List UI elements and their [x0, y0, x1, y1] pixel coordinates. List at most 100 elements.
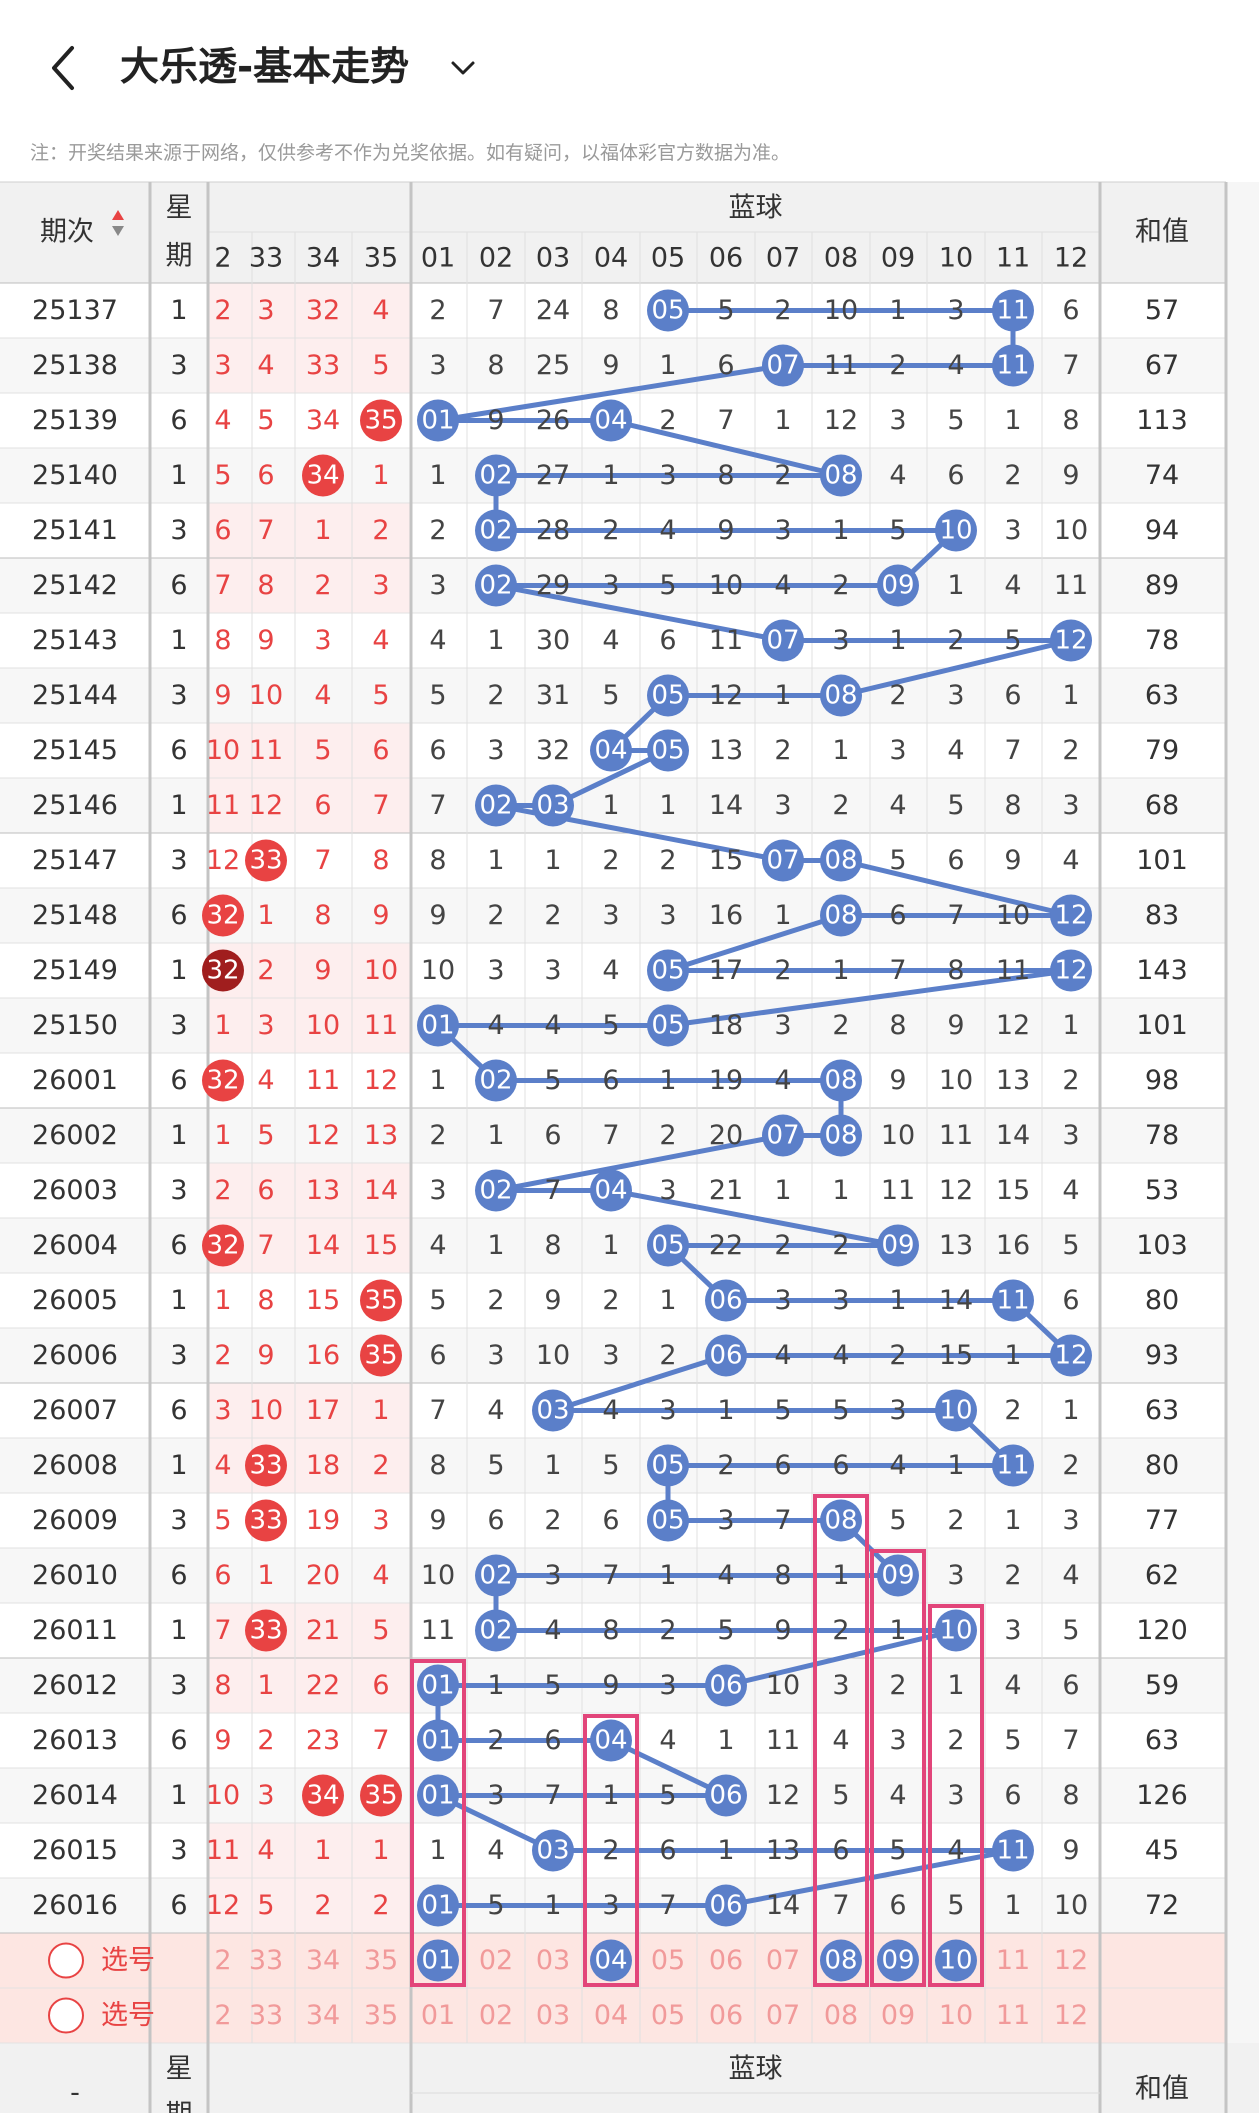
pick-radio[interactable] — [48, 1942, 84, 1979]
blue-miss-cell: 7 — [1062, 350, 1079, 381]
blue-miss-cell: 6 — [947, 460, 964, 491]
blue-miss-cell: 7 — [832, 1890, 849, 1921]
pick-blue-number: 04 — [594, 1946, 627, 1976]
red-miss-cell: 12 — [249, 790, 283, 821]
week-cell: 1 — [170, 1780, 187, 1811]
red-zone-band — [208, 723, 411, 778]
blue-miss-cell: 6 — [889, 900, 906, 931]
page-title[interactable]: 大乐透-基本走势 — [120, 45, 410, 90]
pick-red-option: 35 — [364, 1945, 398, 1976]
pick-red-option: 33 — [249, 1945, 283, 1976]
red-miss-cell: 7 — [372, 790, 389, 821]
sum-cell: 101 — [1136, 1010, 1188, 1041]
red-miss-cell: 13 — [306, 1175, 340, 1206]
blue-miss-cell: 2 — [947, 625, 964, 656]
grid-lines — [0, 181, 1226, 2044]
blue-miss-cell: 7 — [659, 1890, 676, 1921]
red-miss-cell: 10 — [364, 955, 398, 986]
blue-ball — [935, 509, 977, 552]
blue-ball-number: 08 — [824, 681, 857, 711]
chevron-left-icon[interactable] — [40, 38, 90, 98]
chevron-down-icon[interactable] — [448, 50, 478, 86]
red-ball-number: 33 — [249, 1506, 282, 1536]
blue-column-header: 07 — [766, 243, 800, 274]
pick-blue-selected[interactable] — [820, 1939, 862, 1982]
sort-up-icon[interactable] — [112, 210, 124, 220]
blue-ball — [647, 674, 689, 717]
issue-cell: 25142 — [32, 570, 118, 601]
week-cell: 3 — [170, 1505, 187, 1536]
blue-ball-number: 10 — [939, 1616, 972, 1646]
pick-blue-option: 06 — [709, 2000, 743, 2031]
blue-miss-cell: 8 — [889, 1010, 906, 1041]
blue-miss-cell: 1 — [659, 1065, 676, 1096]
week-cell: 3 — [170, 680, 187, 711]
red-ball — [245, 1444, 287, 1487]
blue-miss-cell: 7 — [429, 790, 446, 821]
red-column-header: 2 — [214, 243, 231, 274]
blue-ball-number: 11 — [996, 296, 1029, 326]
blue-miss-cell: 6 — [544, 1725, 561, 1756]
blue-miss-cell: 3 — [487, 955, 504, 986]
pick-radio[interactable] — [48, 1997, 84, 2034]
blue-miss-cell: 1 — [717, 1395, 734, 1426]
blue-ball-number: 05 — [651, 956, 684, 986]
red-miss-cell: 6 — [214, 515, 231, 546]
blue-ball-number: 03 — [536, 1396, 569, 1426]
red-miss-cell: 22 — [306, 1670, 340, 1701]
blue-miss-cell: 1 — [659, 1560, 676, 1591]
blue-ball-number: 06 — [709, 1671, 742, 1701]
blue-ball-number: 07 — [766, 626, 799, 656]
blue-miss-cell: 7 — [1004, 735, 1021, 766]
red-miss-cell: 5 — [257, 1120, 274, 1151]
blue-ball — [992, 289, 1034, 332]
blue-miss-cell: 3 — [429, 570, 446, 601]
pick-blue-selected[interactable] — [935, 1939, 977, 1982]
issue-cell: 26013 — [32, 1725, 118, 1756]
blue-miss-cell: 10 — [421, 955, 455, 986]
pick-blue-selected[interactable] — [877, 1939, 919, 1982]
blue-miss-cell: 6 — [544, 1120, 561, 1151]
pick-blue-selected[interactable] — [417, 1939, 459, 1982]
red-miss-cell: 4 — [257, 350, 274, 381]
blue-miss-cell: 3 — [487, 1780, 504, 1811]
red-ball-number: 35 — [364, 406, 397, 436]
blue-miss-cell: 3 — [889, 405, 906, 436]
blue-miss-cell: 5 — [889, 515, 906, 546]
blue-miss-cell: 2 — [889, 350, 906, 381]
issue-cell: 25146 — [32, 790, 118, 821]
blue-miss-cell: 3 — [602, 900, 619, 931]
blue-ball — [762, 619, 804, 662]
red-miss-cell: 4 — [257, 1065, 274, 1096]
red-miss-cell: 3 — [257, 1010, 274, 1041]
pick-label: 选号 — [101, 2000, 155, 2031]
issue-cell: 26010 — [32, 1560, 118, 1591]
red-zone-band — [208, 1658, 411, 1713]
blue-miss-cell: 21 — [709, 1175, 743, 1206]
pick-blue-selected[interactable] — [590, 1939, 632, 1982]
red-miss-cell: 4 — [214, 1450, 231, 1481]
blue-miss-cell: 2 — [832, 790, 849, 821]
red-miss-cell: 4 — [372, 625, 389, 656]
blue-miss-cell: 1 — [717, 1835, 734, 1866]
blue-miss-cell: 9 — [602, 350, 619, 381]
red-miss-cell: 4 — [372, 295, 389, 326]
blue-ball — [532, 1829, 574, 1872]
blue-miss-cell: 5 — [602, 680, 619, 711]
blue-miss-cell: 1 — [659, 790, 676, 821]
red-miss-cell: 2 — [372, 1890, 389, 1921]
blue-miss-cell: 3 — [659, 1395, 676, 1426]
sort-down-icon[interactable] — [112, 226, 124, 236]
blue-ball — [762, 1114, 804, 1157]
red-miss-cell: 21 — [306, 1615, 340, 1646]
red-miss-cell: 11 — [206, 790, 240, 821]
blue-ball — [475, 454, 517, 497]
blue-ball — [417, 1719, 459, 1762]
sum-cell: 80 — [1145, 1285, 1179, 1316]
issue-cell: 25149 — [32, 955, 118, 986]
blue-ball — [532, 1389, 574, 1432]
blue-miss-cell: 6 — [947, 845, 964, 876]
blue-ball-number: 05 — [651, 1011, 684, 1041]
blue-miss-cell: 9 — [1062, 460, 1079, 491]
sum-cell: 126 — [1136, 1780, 1188, 1811]
